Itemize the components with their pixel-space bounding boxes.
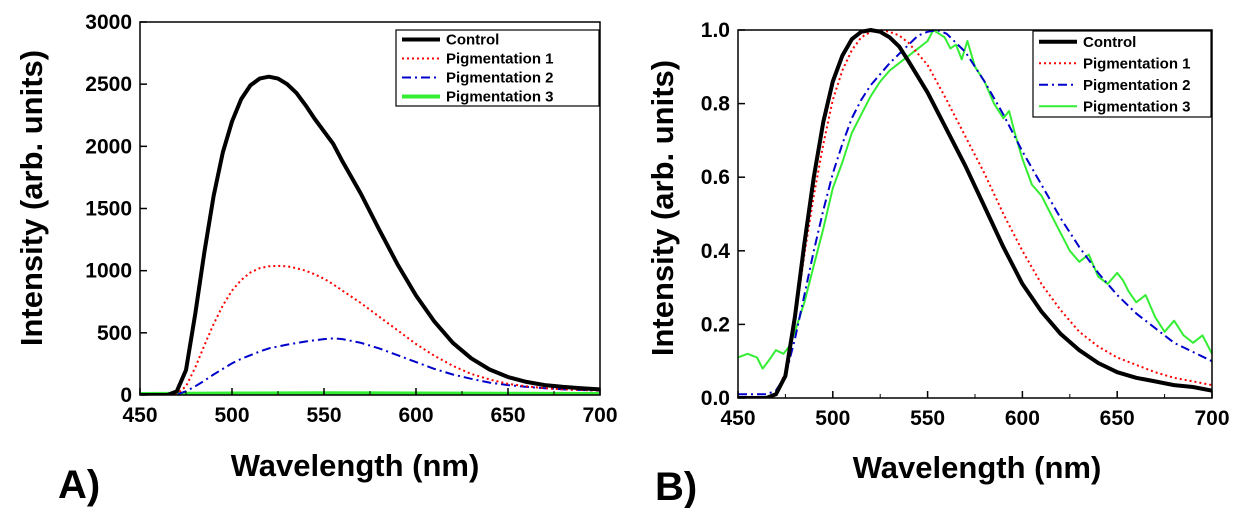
x-tick-label: 550	[306, 404, 341, 427]
legend-b: Control Pigmentation 1 Pigmentation 2 Pigme…	[1032, 30, 1212, 118]
x-tick-label: 600	[398, 404, 433, 427]
x-axis-label-b: Wavelength (nm)	[853, 450, 1102, 485]
y-tick-label: 0	[120, 384, 132, 407]
y-tick-label: 1.0	[701, 19, 730, 42]
chart-panel-a: 450 500 550 600 650 700 0 500 1000 1500 2000 2500 30…	[14, 11, 618, 507]
legend-box	[1032, 30, 1212, 118]
ticks-layer-b: 450 500 550 600 650 700 0.0 0.2 0.4 0.6 0.8 1.0	[701, 19, 1230, 430]
x-axis-label-a: Wavelength (nm)	[231, 448, 480, 483]
x-tick-label: 550	[910, 407, 945, 430]
series-line-pigmentation-2-a	[140, 337, 600, 395]
legend-entry-label: Pigmentation 3	[446, 89, 554, 106]
legend-a: Control Pigmentation 1 Pigmentation 2 Pigme…	[395, 29, 600, 107]
y-tick-label: 0.2	[701, 313, 730, 336]
series-layer-a	[140, 74, 600, 395]
x-tick-label: 600	[1005, 407, 1040, 430]
legend-entry-label: Pigmentation 2	[1083, 77, 1191, 94]
legend-entry-label: Pigmentation 1	[1083, 55, 1191, 72]
series-line-control-a	[140, 74, 600, 395]
legend-entry-label: Pigmentation 1	[446, 51, 554, 68]
y-tick-label: 0.4	[701, 240, 731, 263]
y-tick-label: 1000	[85, 260, 132, 283]
y-tick-label: 1500	[85, 198, 132, 221]
legend-entry-label: Pigmentation 3	[1083, 98, 1191, 115]
y-tick-label: 0.6	[701, 166, 730, 189]
x-tick-label: 650	[1100, 407, 1135, 430]
legend-entry-label: Control	[446, 32, 499, 49]
y-tick-label: 2000	[85, 135, 132, 158]
series-line-pigmentation-1-a	[140, 264, 600, 395]
legend-box	[395, 29, 600, 107]
legend-entry-label: Pigmentation 2	[446, 70, 554, 87]
y-tick-label: 0.8	[701, 93, 731, 116]
x-tick-label: 450	[720, 407, 755, 430]
x-tick-label: 450	[122, 404, 157, 427]
x-tick-label: 500	[214, 404, 249, 427]
y-tick-label: 500	[97, 322, 132, 345]
y-axis-label-b: Intensity (arb. units)	[645, 60, 680, 356]
x-tick-label: 650	[490, 404, 525, 427]
y-axis-label-a: Intensity (arb. units)	[14, 50, 49, 346]
ticks-layer-a: 450 500 550 600 650 700 0 500 1000 1500 2000 2500 30…	[85, 11, 617, 427]
series-line-control-b	[738, 28, 1212, 398]
x-tick-label: 700	[582, 404, 617, 427]
chart-panel-b: 450 500 550 600 650 700 0.0 0.2 0.4 0.6 0.8 1.0 Wav…	[645, 19, 1230, 508]
y-tick-label: 0.0	[701, 387, 730, 410]
legend-entry-label: Control	[1083, 34, 1136, 51]
series-layer-b	[738, 28, 1212, 398]
x-tick-label: 500	[815, 407, 850, 430]
panel-label-b: B)	[655, 465, 697, 508]
y-tick-label: 3000	[85, 11, 132, 34]
x-tick-label: 700	[1194, 407, 1229, 430]
y-tick-label: 2500	[85, 73, 132, 96]
panel-label-a: A)	[58, 463, 100, 507]
series-line-pigmentation-2-b	[738, 29, 1212, 396]
